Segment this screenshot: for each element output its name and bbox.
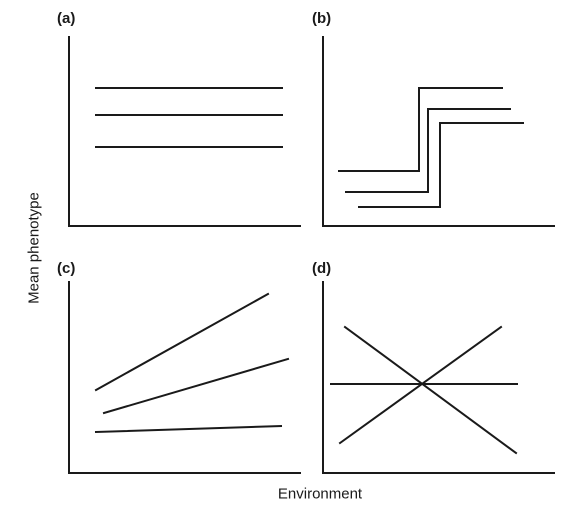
panel-b-label: (b) xyxy=(312,10,332,27)
panel-c-label: (c) xyxy=(57,260,76,277)
panel-a-axes xyxy=(68,36,301,227)
panel-b-axes xyxy=(322,36,555,227)
panel-c-axes xyxy=(68,281,301,474)
panel-d-line-1 xyxy=(343,325,518,455)
panel-a-lines xyxy=(95,87,283,148)
panel-b-line-3 xyxy=(358,122,524,208)
panel-b-line-1 xyxy=(338,87,503,172)
panel-d-line-3 xyxy=(338,325,503,445)
panel-d-label: (d) xyxy=(312,260,332,277)
panel-c-lines xyxy=(94,292,290,434)
panel-c-line-1 xyxy=(94,292,270,392)
panel-d-lines xyxy=(330,325,518,455)
x-axis-label: Environment xyxy=(277,485,363,503)
panel-c-line-2 xyxy=(102,357,290,415)
panel-d-axes xyxy=(322,281,555,474)
panel-b-line-2 xyxy=(345,108,511,193)
y-axis-label: Mean phenotype xyxy=(25,192,43,304)
panel-a-label: (a) xyxy=(57,10,76,27)
panel-b-lines xyxy=(338,87,524,208)
panel-c-line-3 xyxy=(94,424,283,434)
